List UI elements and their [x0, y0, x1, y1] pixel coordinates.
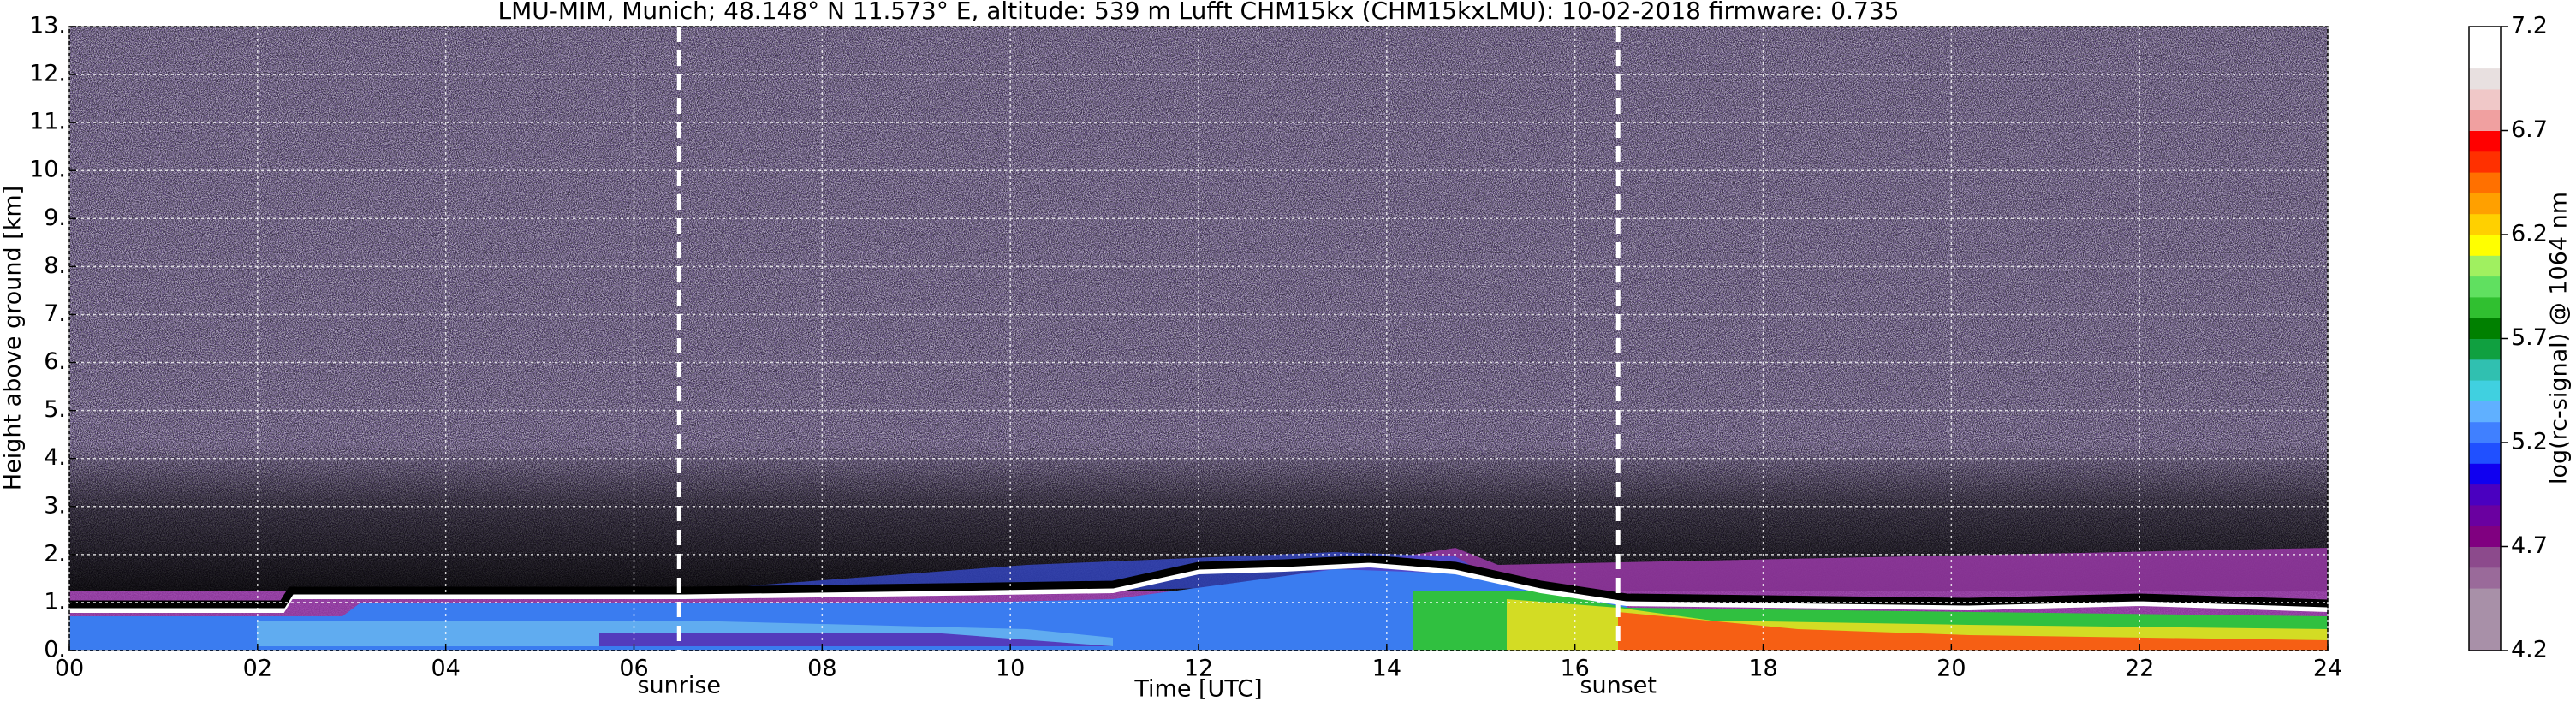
- y-tick-label: 0.: [44, 637, 66, 663]
- colorbar-segment: [2469, 296, 2501, 318]
- y-tick-label: 8.: [44, 253, 66, 279]
- y-tick-label: 2.: [44, 540, 66, 567]
- y-tick-label: 6.: [44, 348, 66, 375]
- y-tick-label: 11.: [29, 109, 66, 135]
- x-tick-label: 16: [1560, 656, 1589, 682]
- afternoon-red: [1618, 612, 2328, 651]
- x-tick-label: 24: [2313, 656, 2342, 682]
- y-tick-label: 13.: [29, 13, 66, 39]
- x-tick-label: 00: [55, 656, 84, 682]
- colorbar-segment: [2469, 504, 2501, 526]
- y-tick-label: 5.: [44, 396, 66, 423]
- colorbar-segment: [2469, 629, 2501, 651]
- x-tick-label: 02: [243, 656, 272, 682]
- colorbar-segment: [2469, 68, 2501, 90]
- x-tick-label: 14: [1372, 656, 1401, 682]
- event-label: sunrise: [637, 673, 721, 699]
- colorbar-segment: [2469, 193, 2501, 215]
- colorbar-segment: [2469, 588, 2501, 609]
- colorbar-segment: [2469, 172, 2501, 193]
- colorbar-segment: [2469, 276, 2501, 298]
- colorbar-segment: [2469, 401, 2501, 423]
- colorbar-segment: [2469, 380, 2501, 401]
- colorbar-segment: [2469, 421, 2501, 443]
- mixing-layer-dark: [599, 633, 1113, 646]
- cloud-top: [69, 555, 2328, 609]
- colorbar-tick-label: 4.2: [2511, 637, 2548, 663]
- colorbar-tick-label: 4.7: [2511, 532, 2548, 559]
- chart-title: LMU-MIM, Munich; 48.148° N 11.573° E, al…: [498, 0, 1900, 25]
- colorbar-segment: [2469, 338, 2501, 360]
- colorbar-segment: [2469, 27, 2501, 48]
- x-tick-label: 22: [2125, 656, 2154, 682]
- colorbar-segment: [2469, 526, 2501, 547]
- colorbar-segment: [2469, 484, 2501, 506]
- colorbar-segment: [2469, 88, 2501, 110]
- colorbar-tick-label: 5.2: [2511, 429, 2548, 455]
- x-tick-label: 20: [1936, 656, 1966, 682]
- colorbar-segment: [2469, 255, 2501, 277]
- y-tick-label: 7.: [44, 300, 66, 327]
- colorbar-segment: [2469, 463, 2501, 485]
- x-axis-label: Time [UTC]: [1133, 676, 1262, 703]
- colorbar-segment: [2469, 546, 2501, 568]
- x-tick-label: 12: [1184, 656, 1213, 682]
- x-tick-label: 04: [431, 656, 460, 682]
- colorbar-tick-label: 7.2: [2511, 13, 2548, 39]
- colorbar-segment: [2469, 359, 2501, 381]
- x-tick-label: 06: [619, 656, 648, 682]
- colorbar-tick-label: 5.7: [2511, 324, 2548, 351]
- colorbar-segment: [2469, 235, 2501, 256]
- colorbar-segment: [2469, 47, 2501, 69]
- y-tick-label: 1.: [44, 588, 66, 615]
- y-tick-label: 4.: [44, 444, 66, 471]
- y-tick-label: 9.: [44, 205, 66, 231]
- x-tick-label: 10: [996, 656, 1025, 682]
- event-label: sunset: [1580, 673, 1657, 699]
- colorbar-segment: [2469, 609, 2501, 631]
- colorbar-segment: [2469, 213, 2501, 235]
- y-tick-label: 10.: [29, 157, 66, 183]
- colorbar-segment: [2469, 443, 2501, 464]
- x-tick-label: 18: [1748, 656, 1777, 682]
- y-tick-label: 12.: [29, 61, 66, 87]
- colorbar-segment: [2469, 110, 2501, 131]
- x-tick-label: 08: [807, 656, 836, 682]
- colorbar-label: log(rc-signal) @ 1064 nm: [2546, 192, 2573, 484]
- colorbar-segment: [2469, 130, 2501, 152]
- cloud-base: [69, 561, 2328, 613]
- y-axis-label: Height above ground [km]: [0, 186, 27, 490]
- colorbar-tick-label: 6.2: [2511, 221, 2548, 247]
- colorbar-tick-label: 6.7: [2511, 116, 2548, 143]
- colorbar-segment: [2469, 151, 2501, 173]
- y-tick-label: 3.: [44, 492, 66, 519]
- colorbar-segment: [2469, 318, 2501, 339]
- colorbar-segment: [2469, 567, 2501, 589]
